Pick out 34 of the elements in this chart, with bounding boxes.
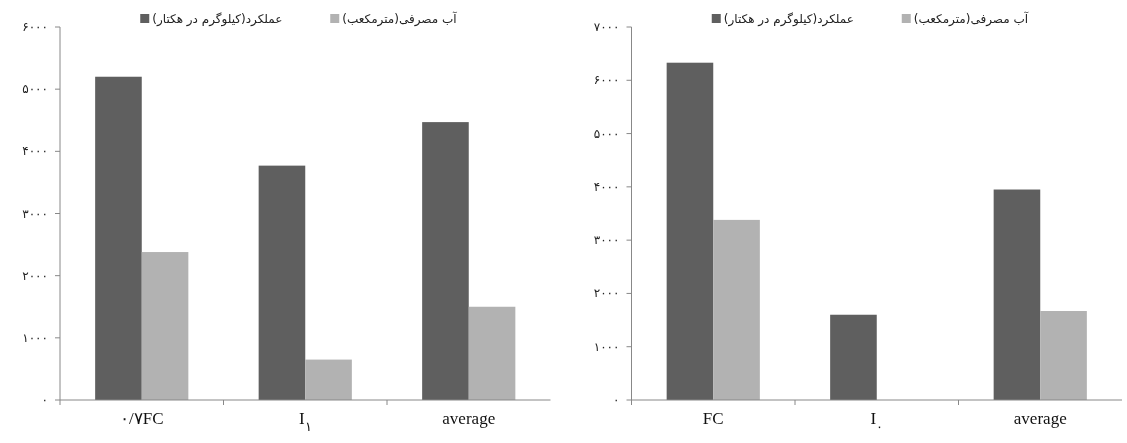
legend-label: آب مصرفی(مترمکعب): [913, 11, 1029, 27]
y-tick-label: ۲۰۰۰: [593, 286, 620, 301]
bar: [258, 165, 306, 400]
y-tick-label: ۴۰۰۰: [22, 144, 48, 159]
bar: [95, 76, 142, 400]
x-tick-label: average: [1013, 409, 1067, 428]
bar: [305, 359, 352, 400]
bar: [666, 62, 714, 400]
y-tick-label: ۱۰۰۰: [22, 330, 48, 345]
y-tick-label: ۳۰۰۰: [22, 206, 48, 221]
x-tick-label: ۰/۷FC: [119, 409, 164, 428]
x-tick-label: average: [442, 409, 496, 428]
legend-label: عملکرد(کیلوگرم در هکتار): [723, 12, 854, 27]
y-tick-label: ۷۰۰۰: [593, 20, 620, 34]
legend-label: آب مصرفی(مترمکعب): [342, 11, 458, 27]
bar: [468, 306, 516, 400]
y-tick-label: ۰: [613, 393, 620, 407]
legend-label: عملکرد(کیلوگرم در هکتار): [152, 12, 283, 27]
y-tick-label: ۶۰۰۰: [22, 20, 48, 34]
bar: [993, 189, 1041, 400]
y-tick-label: ۵۰۰۰: [22, 82, 48, 97]
y-tick-label: ۱۰۰۰: [593, 339, 620, 354]
y-tick-label: ۵۰۰۰: [593, 126, 620, 141]
bar: [141, 252, 189, 400]
bar: [1040, 311, 1087, 400]
bar: [713, 219, 760, 400]
y-tick-label: ۴۰۰۰: [593, 179, 620, 194]
y-tick-label: ۲۰۰۰: [22, 268, 48, 283]
y-tick-label: ۳۰۰۰: [593, 233, 620, 248]
y-tick-label: ۶۰۰۰: [593, 73, 620, 88]
bar: [830, 314, 877, 400]
y-tick-label: ۰: [41, 393, 48, 407]
bar: [422, 122, 469, 400]
x-tick-label: FC: [702, 409, 724, 428]
